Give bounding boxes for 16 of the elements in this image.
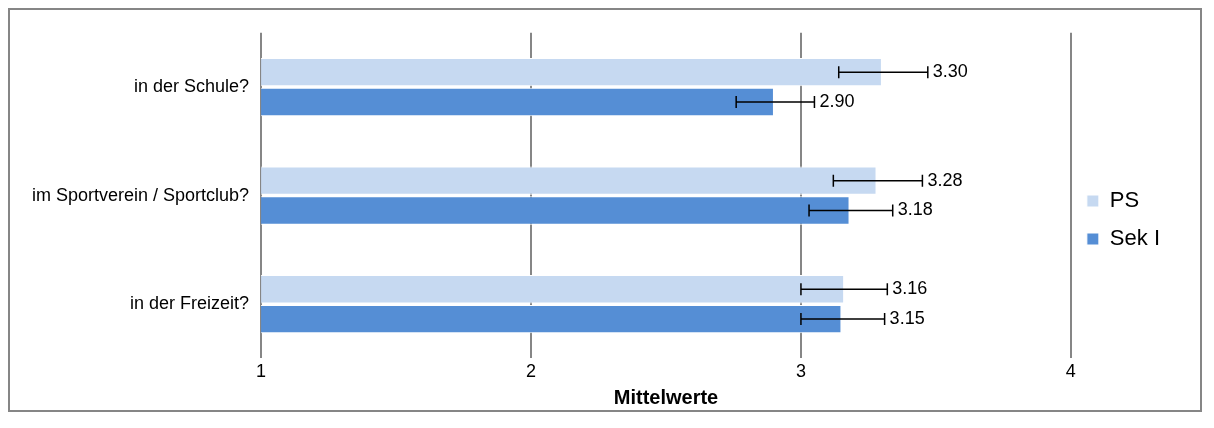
x-tick-label: 4 (1065, 361, 1076, 382)
x-tick-label: 2 (526, 361, 537, 382)
data-label: 3.30 (932, 61, 968, 82)
y-tick-label: im Sportverein / Sportclub? (31, 184, 250, 205)
x-tick-label: 1 (256, 361, 267, 382)
y-tick-label: in der Freizeit? (130, 293, 250, 314)
data-label: 3.15 (889, 308, 925, 329)
y-tick-label: in der Schule? (134, 76, 250, 97)
data-label: 3.28 (927, 169, 963, 190)
data-label: 2.90 (819, 90, 855, 111)
legend-label: Sek I (1109, 225, 1161, 251)
data-label: 3.16 (892, 278, 928, 299)
data-label: 3.18 (897, 199, 933, 220)
x-axis-title: Mittelwerte (613, 385, 719, 408)
legend-label: PS (1109, 187, 1140, 213)
x-tick-label: 3 (795, 361, 806, 382)
